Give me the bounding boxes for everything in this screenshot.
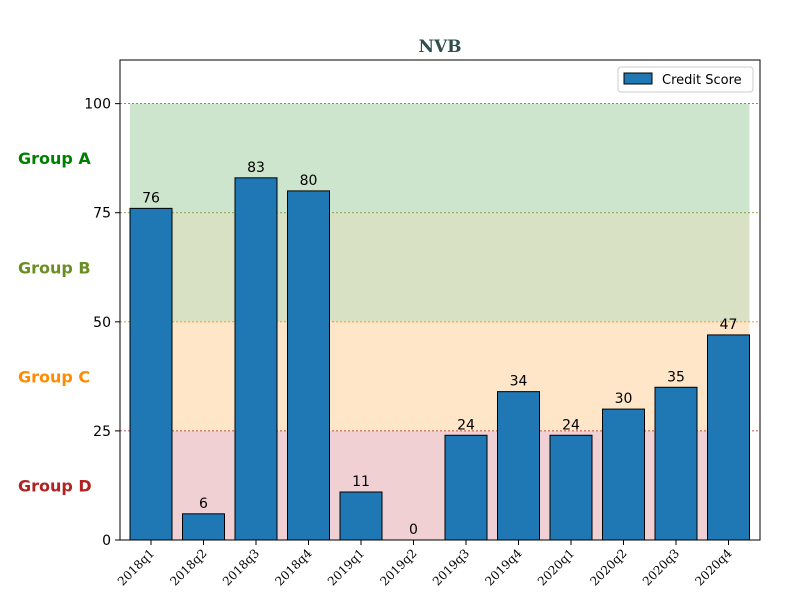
x-tick-label-2018q1: 2018q1 <box>115 546 157 588</box>
x-axis: 2018q1 2018q2 2018q3 2018q4 2019q1 2019q2 2019… <box>115 540 735 589</box>
data-label-2018q3: 83 <box>247 160 265 176</box>
x-tick-label-2019q2: 2019q2 <box>377 546 419 588</box>
band-group-d <box>130 430 750 540</box>
bar-2019q3 <box>444 434 488 541</box>
x-tick-label-2018q2: 2018q2 <box>167 546 209 588</box>
data-label-2019q3: 24 <box>457 417 475 433</box>
band-group-b <box>130 212 750 322</box>
group-label-group-a: Group A <box>18 149 91 168</box>
bar-2019q1 <box>339 491 383 541</box>
bar-2020q3 <box>654 386 698 541</box>
x-tick-label-2020q1: 2020q1 <box>535 546 577 588</box>
x-tick-label-2020q3: 2020q3 <box>640 546 682 588</box>
x-tick-label-2019q1: 2019q1 <box>325 546 367 588</box>
band-group-c <box>130 321 750 431</box>
data-label-2020q4: 47 <box>720 317 738 333</box>
chart-title: NVB <box>418 37 461 57</box>
band-group-a <box>130 103 750 213</box>
data-label-2018q4: 80 <box>300 173 318 189</box>
group-label-group-d: Group D <box>18 476 92 495</box>
x-tick-label-2020q4: 2020q4 <box>692 546 735 589</box>
data-label-2020q3: 35 <box>667 369 685 385</box>
bar-2018q2 <box>182 513 225 541</box>
x-tick-label-2018q4: 2018q4 <box>272 546 315 589</box>
bar-2020q4 <box>707 334 750 541</box>
group-label-group-b: Group B <box>18 258 91 277</box>
y-axis: 0 25 50 75 100 <box>84 97 120 549</box>
y-tick-label: 100 <box>84 97 111 113</box>
bar-2018q1 <box>129 207 173 541</box>
data-labels: 76 6 83 80 11 0 24 34 24 30 35 47 <box>142 160 737 538</box>
y-tick-label: 0 <box>102 533 111 549</box>
x-tick-label-2020q2: 2020q2 <box>587 546 629 588</box>
bar-2020q2 <box>602 408 645 541</box>
group-labels: Group A Group B Group C Group D <box>18 149 92 495</box>
y-tick-label: 50 <box>93 315 111 331</box>
bar-2018q4 <box>287 190 330 541</box>
group-label-group-c: Group C <box>18 367 90 386</box>
data-label-2019q1: 11 <box>352 474 370 490</box>
legend-swatch <box>623 72 653 85</box>
legend-label: Credit Score <box>662 73 742 88</box>
plot-area-frame <box>119 59 761 541</box>
legend: Credit Score <box>617 66 754 93</box>
bar-2018q3 <box>234 177 278 541</box>
data-label-2020q2: 30 <box>615 391 633 407</box>
group-bands <box>120 103 760 540</box>
data-label-2018q2: 6 <box>199 496 208 512</box>
data-label-2019q4: 34 <box>510 374 528 390</box>
x-tick-label-2018q3: 2018q3 <box>220 546 262 588</box>
x-tick-label-2019q3: 2019q3 <box>430 546 472 588</box>
bars <box>129 177 750 541</box>
x-tick-label-2019q4: 2019q4 <box>482 546 525 589</box>
bar-2020q1 <box>549 434 593 541</box>
data-label-2019q2: 0 <box>409 522 418 538</box>
y-tick-label: 75 <box>93 206 111 222</box>
y-tick-label: 25 <box>93 424 111 440</box>
data-label-2020q1: 24 <box>562 417 580 433</box>
bar-2019q4 <box>497 391 540 541</box>
data-label-2018q1: 76 <box>142 190 160 206</box>
